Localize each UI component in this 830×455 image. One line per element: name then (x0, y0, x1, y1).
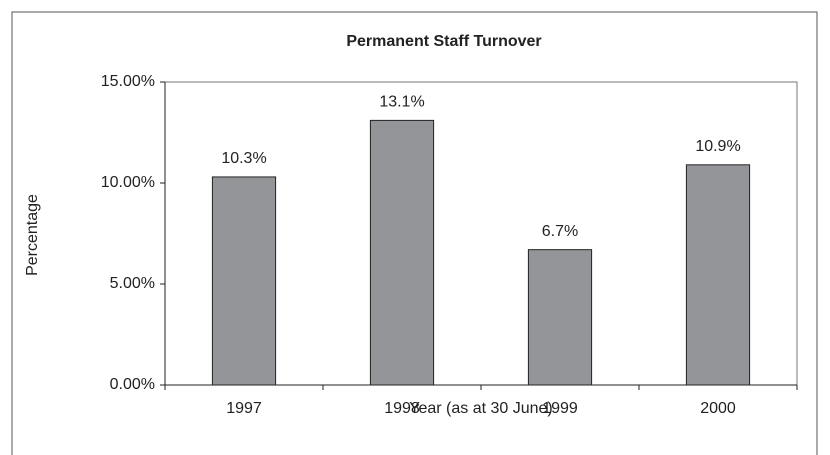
value-label: 13.1% (379, 94, 424, 111)
frame (11, 11, 818, 455)
y-tick-label: 15.00% (101, 73, 155, 90)
bar (211, 176, 277, 386)
chart-title: Permanent Staff Turnover (346, 33, 541, 50)
bar (369, 119, 435, 386)
y-tick-label: 10.00% (101, 174, 155, 191)
bar (685, 164, 751, 386)
y-tick-label: 0.00% (110, 376, 155, 393)
x-tick-label: 1999 (542, 400, 578, 417)
x-tick-label: 1998 (384, 400, 420, 417)
x-axis-title: Year (as at 30 June) (409, 400, 553, 417)
y-tick-label: 5.00% (110, 275, 155, 292)
value-label: 10.9% (695, 138, 740, 155)
value-label: 6.7% (542, 223, 578, 240)
value-label: 10.3% (221, 150, 266, 167)
bar (527, 249, 593, 386)
y-axis-title: Percentage (24, 194, 41, 276)
x-tick-label: 1997 (226, 400, 262, 417)
x-tick-label: 2000 (700, 400, 736, 417)
